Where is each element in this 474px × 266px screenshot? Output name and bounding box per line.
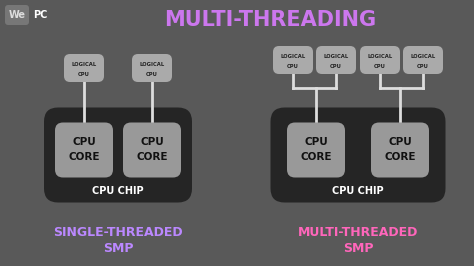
FancyBboxPatch shape <box>55 123 113 177</box>
FancyBboxPatch shape <box>360 46 400 74</box>
Text: CPU: CPU <box>140 137 164 147</box>
FancyBboxPatch shape <box>5 5 29 25</box>
Text: CORE: CORE <box>136 152 168 162</box>
Text: PC: PC <box>33 10 47 20</box>
Text: CPU: CPU <box>72 137 96 147</box>
Text: We: We <box>9 10 26 20</box>
Text: LOGICAL: LOGICAL <box>281 53 306 59</box>
Text: CPU: CPU <box>417 64 429 69</box>
FancyBboxPatch shape <box>316 46 356 74</box>
Text: CPU: CPU <box>304 137 328 147</box>
FancyBboxPatch shape <box>287 123 345 177</box>
Text: MULTI-THREADING: MULTI-THREADING <box>164 10 376 30</box>
Text: CPU: CPU <box>388 137 412 147</box>
FancyBboxPatch shape <box>271 107 446 202</box>
FancyBboxPatch shape <box>371 123 429 177</box>
Text: CORE: CORE <box>384 152 416 162</box>
Text: LOGICAL: LOGICAL <box>367 53 392 59</box>
Text: CPU: CPU <box>78 72 90 77</box>
Text: CORE: CORE <box>68 152 100 162</box>
Text: CPU CHIP: CPU CHIP <box>332 185 384 196</box>
Text: CPU: CPU <box>330 64 342 69</box>
FancyBboxPatch shape <box>44 107 192 202</box>
FancyBboxPatch shape <box>132 54 172 82</box>
FancyBboxPatch shape <box>273 46 313 74</box>
Text: SMP: SMP <box>103 243 133 256</box>
Text: CORE: CORE <box>300 152 332 162</box>
Text: SINGLE-THREADED: SINGLE-THREADED <box>53 227 183 239</box>
Text: CPU: CPU <box>146 72 158 77</box>
Text: LOGICAL: LOGICAL <box>410 53 436 59</box>
Text: LOGICAL: LOGICAL <box>323 53 348 59</box>
Text: CPU: CPU <box>374 64 386 69</box>
Text: CPU: CPU <box>287 64 299 69</box>
Text: MULTI-THREADED: MULTI-THREADED <box>298 227 418 239</box>
Text: LOGICAL: LOGICAL <box>72 61 97 66</box>
Text: CPU CHIP: CPU CHIP <box>92 185 144 196</box>
FancyBboxPatch shape <box>403 46 443 74</box>
Text: SMP: SMP <box>343 243 373 256</box>
FancyBboxPatch shape <box>123 123 181 177</box>
FancyBboxPatch shape <box>64 54 104 82</box>
Text: LOGICAL: LOGICAL <box>139 61 164 66</box>
